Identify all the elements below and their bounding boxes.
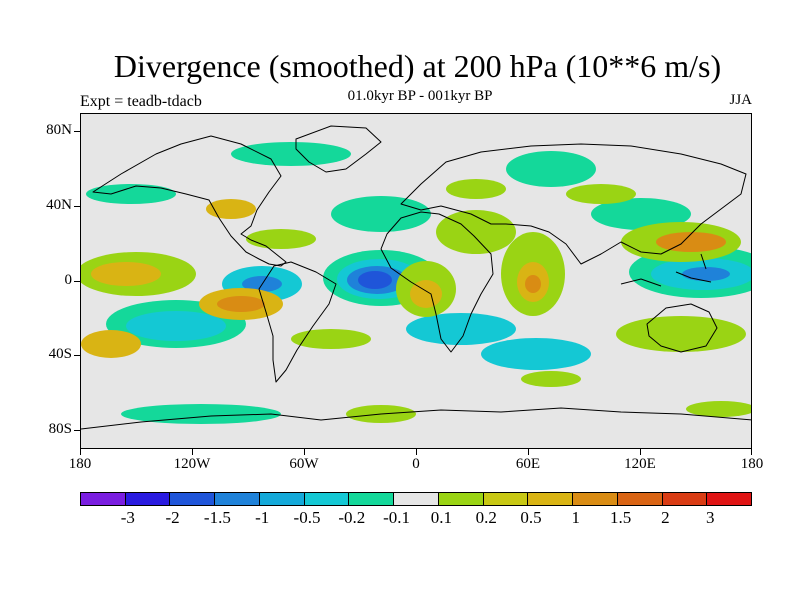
coastlines bbox=[81, 125, 751, 430]
field-blob bbox=[126, 311, 226, 341]
coastline bbox=[380, 211, 494, 353]
colorbar-label: 0.1 bbox=[430, 508, 453, 527]
field-blob bbox=[231, 142, 351, 166]
lon-tick-label: 60E bbox=[515, 456, 541, 472]
colorbar-label: 2 bbox=[661, 508, 670, 527]
colorbar-swatch bbox=[349, 493, 395, 505]
field-blob bbox=[446, 179, 506, 199]
coastline bbox=[400, 143, 747, 265]
divergence-contours bbox=[81, 142, 751, 424]
colorbar-swatch bbox=[483, 493, 529, 505]
field-blob bbox=[566, 184, 636, 204]
lat-tick-label: 40S bbox=[48, 346, 72, 362]
field-blob bbox=[436, 210, 516, 254]
colorbar-swatch bbox=[125, 493, 171, 505]
lat-tick-label: 0 bbox=[64, 272, 73, 288]
colorbar-label: 1 bbox=[571, 508, 581, 527]
field-blob bbox=[521, 371, 581, 387]
field-blob bbox=[616, 316, 746, 352]
lat-tick-label: 40N bbox=[46, 197, 72, 213]
field-blob bbox=[291, 329, 371, 349]
colorbar-label: 0.2 bbox=[475, 508, 497, 527]
colorbar-label: -2 bbox=[165, 508, 180, 527]
colorbar-swatch bbox=[304, 493, 350, 505]
chart-title: Divergence (smoothed) at 200 hPa (10**6 … bbox=[113, 48, 722, 84]
lat-tick-mark bbox=[74, 281, 80, 282]
colorbar-label: -0.2 bbox=[338, 508, 366, 527]
colorbar bbox=[80, 492, 752, 506]
field-blob bbox=[86, 184, 176, 204]
colorbar-label: -3 bbox=[120, 508, 135, 527]
colorbar-swatch bbox=[394, 493, 439, 505]
lon-tick-mark bbox=[416, 449, 417, 455]
field-blob bbox=[81, 330, 141, 358]
experiment-label: Expt = teadb-tdacb bbox=[80, 93, 202, 110]
colorbar-swatch bbox=[573, 493, 618, 505]
field-blob bbox=[410, 280, 442, 308]
field-blob bbox=[591, 198, 691, 230]
field-blob bbox=[121, 404, 281, 424]
lat-tick-mark bbox=[74, 131, 80, 132]
coastline bbox=[295, 125, 382, 173]
field-blob bbox=[682, 267, 730, 281]
lon-tick-mark bbox=[80, 449, 81, 455]
colorbar-label: 3 bbox=[705, 508, 715, 527]
colorbar-label: -1 bbox=[255, 508, 270, 527]
lon-tick-label: 180 bbox=[68, 456, 92, 472]
field-blob bbox=[525, 275, 541, 293]
field-blob bbox=[91, 262, 161, 286]
colorbar-label: -0.5 bbox=[293, 508, 321, 527]
lat-tick-mark bbox=[74, 355, 80, 356]
lat-tick-mark bbox=[74, 206, 80, 207]
coastline bbox=[646, 303, 718, 353]
lat-tick-label: 80S bbox=[48, 421, 72, 437]
season-label: JJA bbox=[729, 92, 752, 108]
coastline bbox=[81, 407, 751, 430]
map-field-svg bbox=[81, 125, 751, 430]
lon-tick-label: 180 bbox=[740, 456, 764, 472]
field-blob bbox=[481, 338, 591, 370]
field-blob bbox=[206, 199, 256, 219]
period-label: 01.0kyr BP - 001kyr BP bbox=[347, 88, 493, 104]
lat-tick-label: 80N bbox=[46, 122, 72, 138]
coastline bbox=[620, 253, 712, 287]
field-blob bbox=[656, 232, 726, 252]
colorbar-swatch bbox=[707, 493, 752, 505]
colorbar-swatch bbox=[215, 493, 260, 505]
field-blob bbox=[506, 151, 596, 187]
colorbar-swatch bbox=[81, 493, 126, 505]
coastline bbox=[92, 135, 287, 267]
colorbar-label: -1.5 bbox=[203, 508, 231, 527]
colorbar-label: 1.5 bbox=[609, 508, 632, 527]
field-blob bbox=[217, 296, 265, 312]
lon-tick-mark bbox=[304, 449, 305, 455]
lon-tick-mark bbox=[640, 449, 641, 455]
field-blob bbox=[358, 271, 392, 289]
colorbar-swatch bbox=[438, 493, 484, 505]
lon-tick-label: 60W bbox=[289, 456, 319, 472]
lat-tick-mark bbox=[74, 430, 80, 431]
lon-tick-mark bbox=[192, 449, 193, 455]
colorbar-swatch bbox=[259, 493, 305, 505]
lon-tick-mark bbox=[528, 449, 529, 455]
lon-tick-label: 120W bbox=[173, 456, 211, 472]
coastline bbox=[258, 261, 337, 383]
colorbar-swatch bbox=[617, 493, 663, 505]
colorbar-swatch bbox=[662, 493, 708, 505]
field-blob bbox=[686, 401, 751, 417]
lon-tick-label: 0 bbox=[412, 456, 420, 472]
field-blob bbox=[406, 313, 516, 345]
divergence-map bbox=[80, 113, 752, 449]
lon-tick-mark bbox=[751, 449, 752, 455]
field-blob bbox=[246, 229, 316, 249]
colorbar-label: 0.5 bbox=[520, 508, 542, 527]
colorbar-swatch bbox=[528, 493, 574, 505]
colorbar-swatch bbox=[170, 493, 216, 505]
colorbar-label: -0.1 bbox=[383, 508, 411, 527]
lon-tick-label: 120E bbox=[624, 456, 656, 472]
